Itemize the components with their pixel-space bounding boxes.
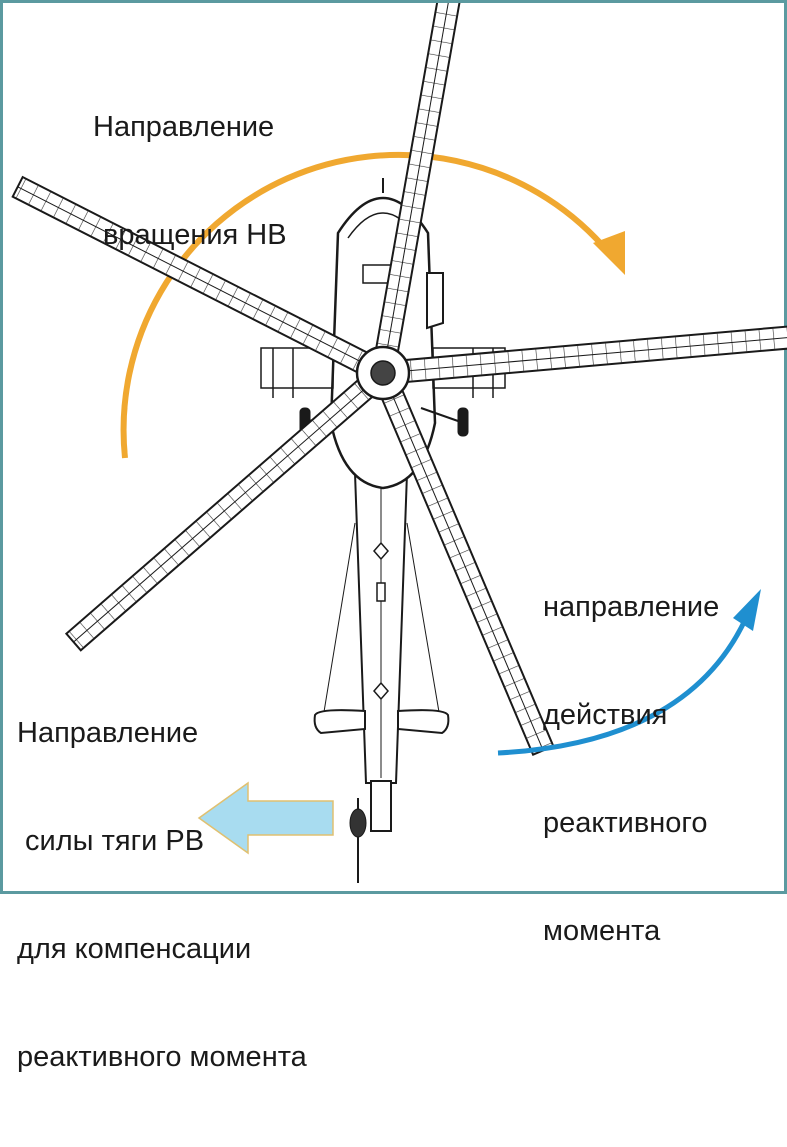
tail-thrust-label: Направление силы тяги РВ для компенсации… [17, 643, 307, 1147]
tail-label-line-4: реактивного момента [17, 1041, 307, 1073]
tail-label-line-1: Направление [17, 717, 199, 749]
rotation-label-line-1: Направление [93, 111, 275, 143]
rotation-arrow-icon [120, 151, 625, 459]
reactive-moment-arrow-icon [497, 589, 761, 756]
rotation-label-line-2: вращения НВ [103, 219, 287, 251]
reactive-label-line-4: момента [543, 915, 661, 947]
tail-label-line-3: для компенсации [17, 933, 252, 965]
thrust-arrow-icon [197, 781, 334, 855]
reactive-label-line-2: действия [543, 699, 668, 731]
reactive-label-line-1: направление [543, 591, 720, 623]
reactive-moment-label: направление действия реактивного момента [543, 517, 719, 1021]
helicopter-diagram [11, 3, 787, 883]
tail-label-line-2: силы тяги РВ [17, 825, 205, 857]
diagram-frame: Направление вращения НВ направление дейс… [0, 0, 787, 1073]
reactive-label-line-3: реактивного [543, 807, 708, 839]
helicopter-top-view-icon [11, 3, 787, 883]
rotation-direction-label: Направление вращения НВ [93, 37, 287, 325]
